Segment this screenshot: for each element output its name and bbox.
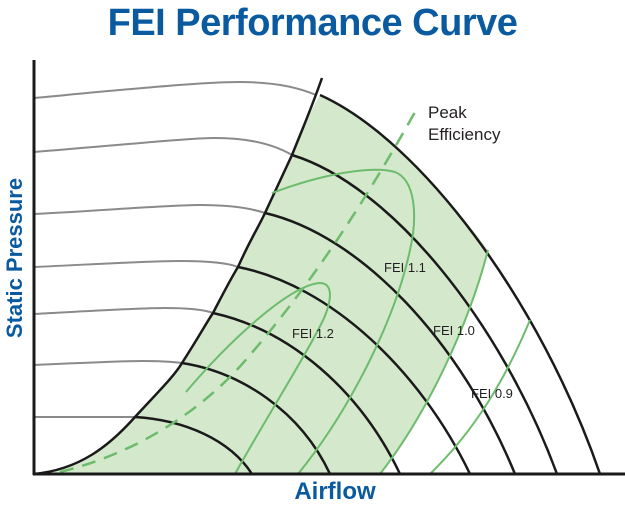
- fei-1.2-label: FEI 1.2: [292, 326, 334, 341]
- peak-label-line2: Efficiency: [428, 125, 501, 144]
- shaded-operating-region: [33, 95, 488, 474]
- fei-1.2-contour: [185, 281, 331, 475]
- x-axis-label: Airflow: [294, 478, 376, 505]
- peak-efficiency-line: [59, 111, 417, 474]
- peak-label-line1: Peak: [428, 103, 467, 122]
- fei-0.9-contour: [429, 319, 531, 475]
- fan-curves: [134, 93, 602, 475]
- chart-title: FEI Performance Curve: [107, 2, 518, 44]
- fan-curves-unstable: [33, 80, 317, 418]
- fei-1.1-label: FEI 1.1: [384, 260, 426, 275]
- fei-contours: [185, 168, 531, 475]
- fei-1.1-contour: [271, 168, 416, 475]
- fei-1.0-label: FEI 1.0: [433, 323, 475, 338]
- surge-boundary: [32, 77, 324, 476]
- fei-0.9-label: FEI 0.9: [471, 386, 513, 401]
- fei-1.0-contour: [379, 249, 489, 475]
- axes: [32, 60, 625, 476]
